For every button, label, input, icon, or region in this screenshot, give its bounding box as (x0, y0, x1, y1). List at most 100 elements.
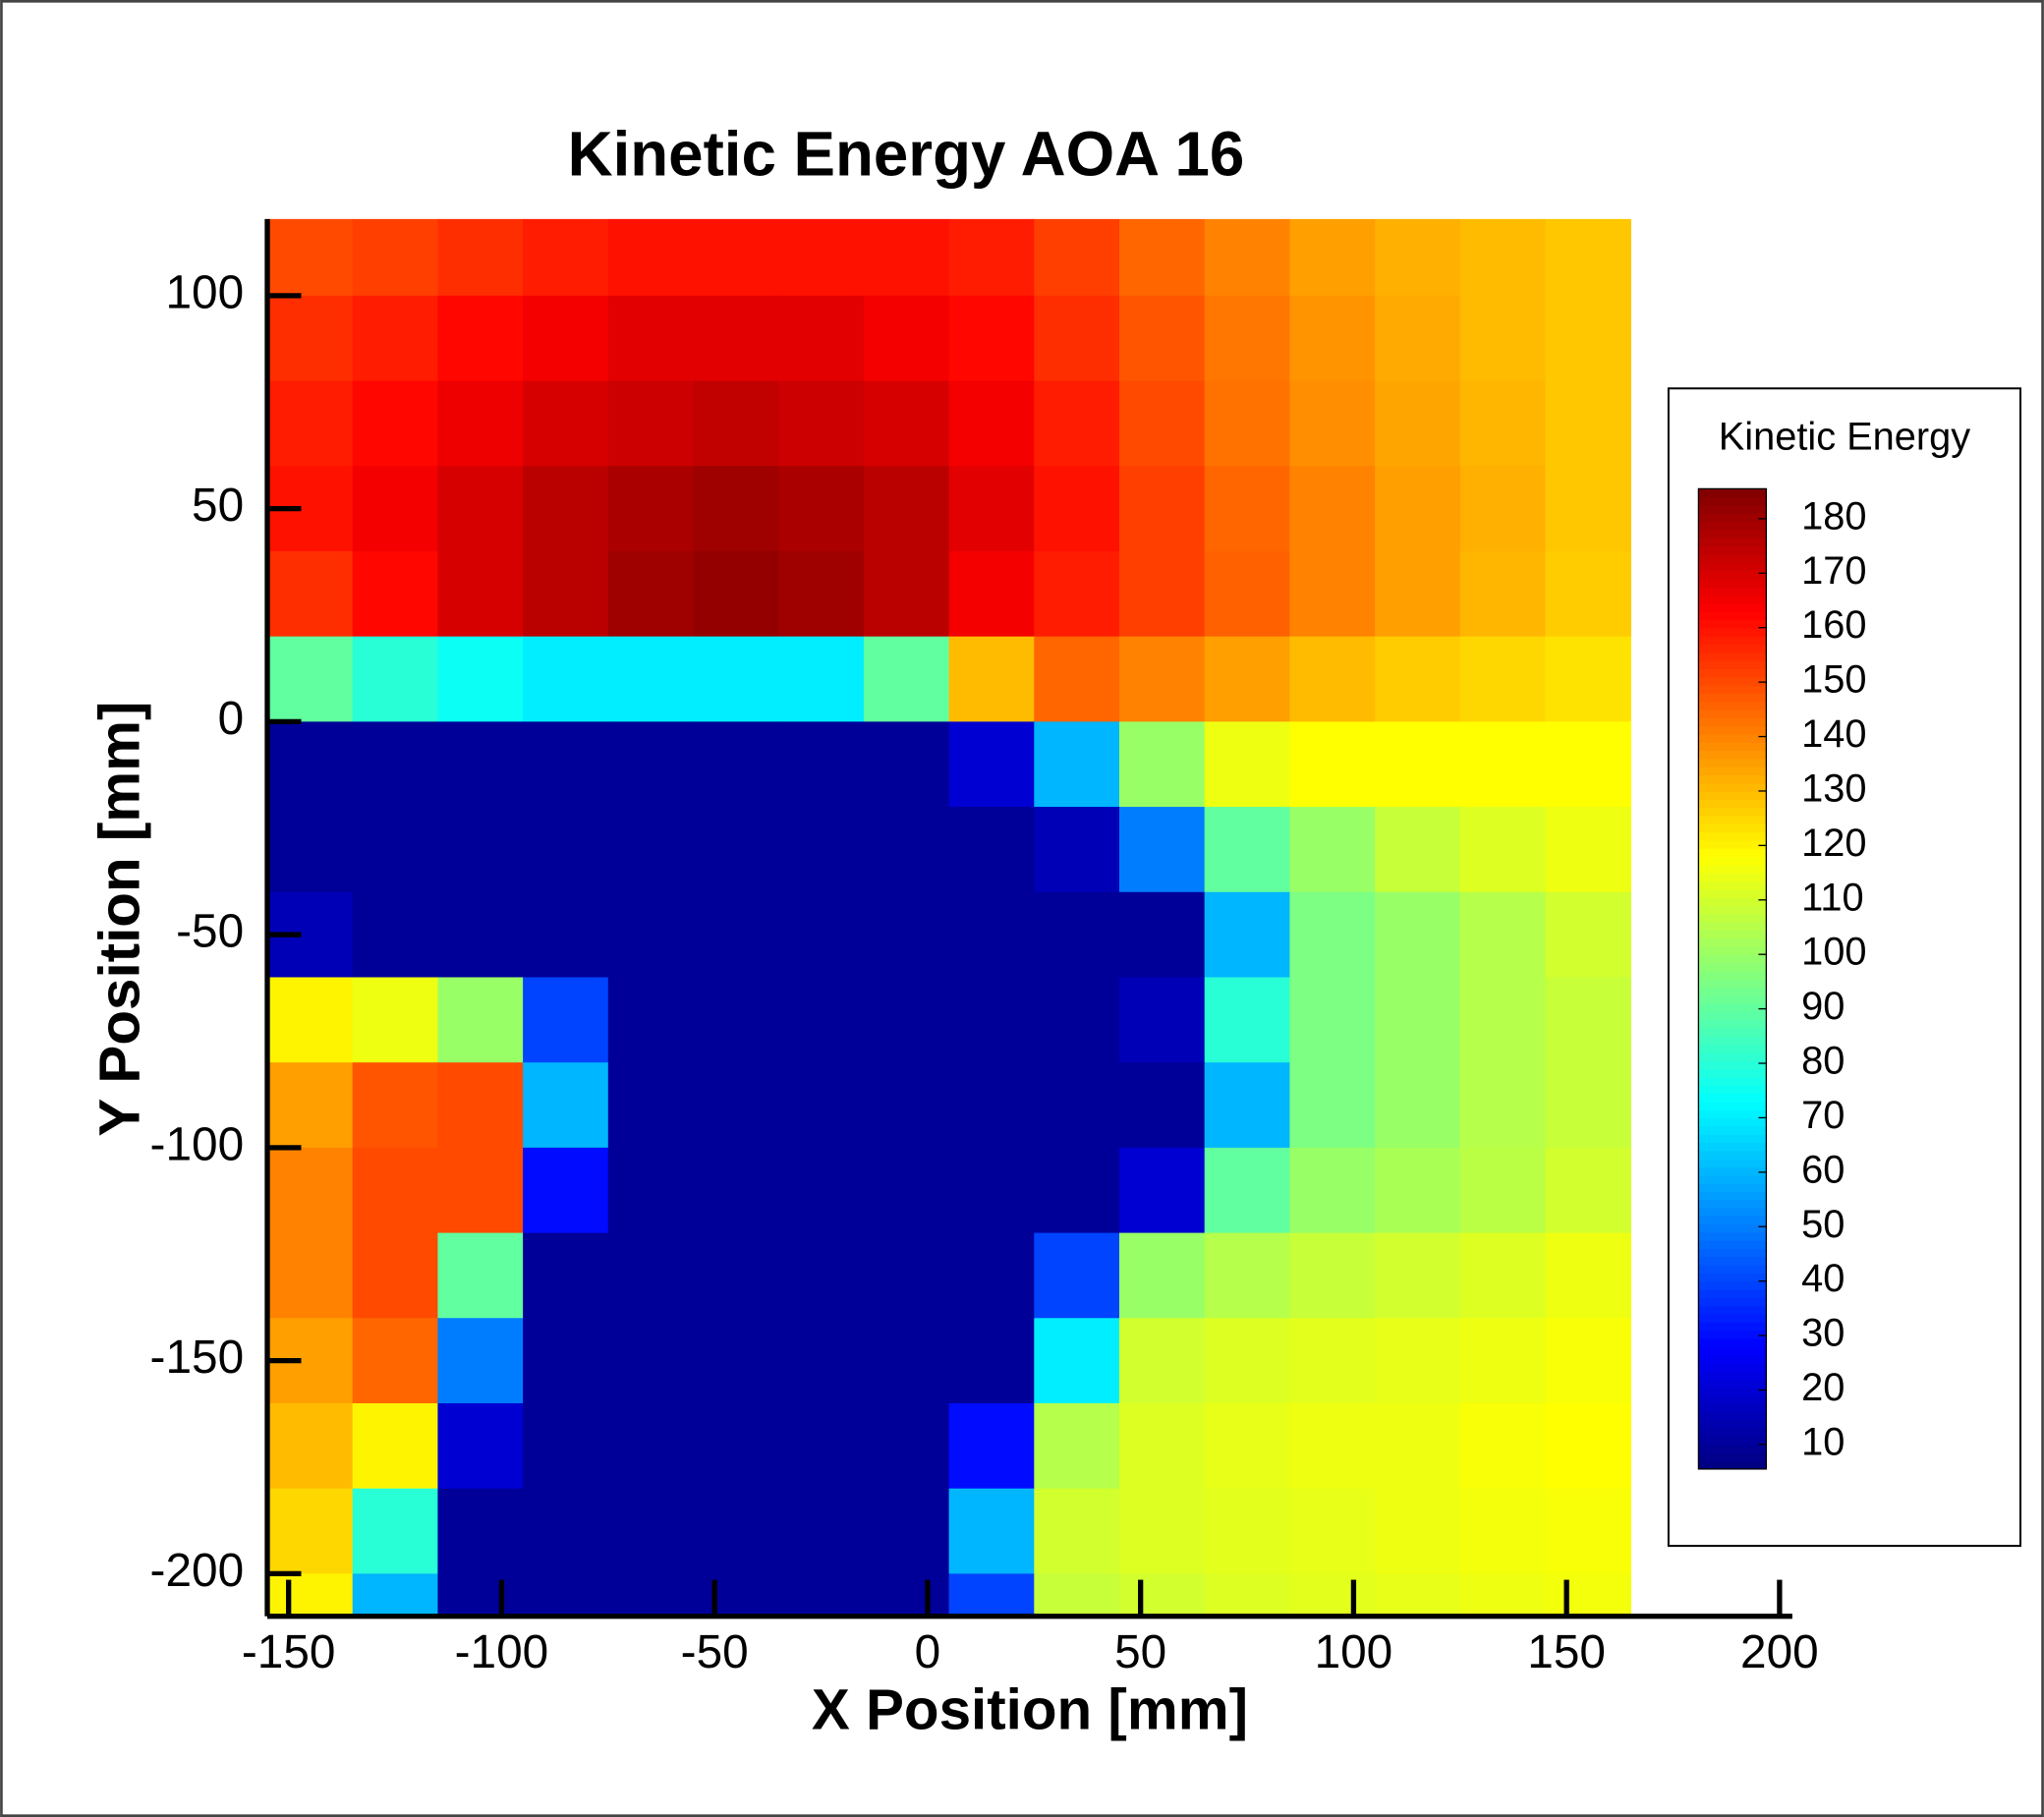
field-cell (1459, 550, 1547, 638)
field-cell (1459, 1062, 1547, 1149)
field-cell (437, 466, 524, 552)
field-cell (863, 1147, 950, 1234)
field-cell (523, 1318, 609, 1404)
colorbar-band (1698, 538, 1767, 547)
y-tick-label: 100 (165, 266, 244, 318)
field-cell (1204, 1573, 1291, 1617)
colorbar-band (1698, 1322, 1767, 1332)
colorbar-tick-label: 170 (1801, 549, 1866, 593)
field-cell (693, 1062, 779, 1149)
field-cell (1034, 380, 1120, 468)
field-cell (1545, 218, 1631, 297)
field-cell (352, 1147, 439, 1234)
y-tick-label: -150 (150, 1332, 245, 1384)
field-cell (1459, 218, 1547, 297)
field-cell (863, 466, 950, 552)
colorbar-band (1698, 1436, 1767, 1446)
field-cell (1545, 977, 1631, 1063)
field-cell (352, 636, 439, 723)
field-cell (693, 1573, 779, 1617)
field-cell (1375, 295, 1461, 382)
field-cell (1375, 807, 1461, 893)
colorbar-band (1698, 1011, 1767, 1021)
field-cell (1545, 1062, 1631, 1149)
field-cell (863, 295, 950, 382)
axes: -150 -100 -50 0 50 100 150 200 -200 -150 -100 -50 0 5… (150, 218, 1819, 1678)
colorbar-band (1698, 1027, 1767, 1037)
field-cell (1204, 1232, 1291, 1320)
field-cell (267, 636, 354, 723)
colorbar-band (1698, 1150, 1767, 1160)
colorbar-band (1698, 750, 1767, 760)
field-cell (1289, 550, 1376, 638)
colorbar-band (1698, 1395, 1767, 1405)
colorbar-band (1698, 562, 1767, 572)
field-cell (778, 1488, 865, 1575)
field-cell (1459, 1573, 1547, 1617)
x-tick-label: 200 (1740, 1626, 1819, 1678)
field-cell (1545, 295, 1631, 382)
y-tick-label: -50 (176, 906, 244, 958)
colorbar-band (1698, 1191, 1767, 1201)
colorbar-band (1698, 513, 1767, 523)
field-cell (1459, 380, 1547, 468)
field-cell (1034, 636, 1120, 723)
field-cell (1204, 977, 1291, 1063)
colorbar-band (1698, 815, 1767, 824)
field-cell (948, 721, 1036, 808)
colorbar-band (1698, 619, 1767, 629)
field-cell (778, 1573, 865, 1617)
field-cell (523, 550, 609, 638)
colorbar-band (1698, 930, 1767, 939)
colorbar-tick-label: 30 (1801, 1312, 1845, 1355)
colorbar-band (1698, 553, 1767, 563)
x-tick-label: -100 (455, 1626, 549, 1678)
field-cell (523, 1232, 609, 1320)
colorbar-band (1698, 1109, 1767, 1119)
colorbar-band (1698, 1346, 1767, 1356)
field-cell (267, 380, 354, 468)
colorbar-tick-label: 100 (1801, 931, 1866, 974)
field-cell (352, 295, 439, 382)
field-cell (1118, 891, 1206, 979)
field-cell (437, 1573, 524, 1617)
colorbar-band (1698, 659, 1767, 669)
field-cell (1375, 466, 1461, 552)
field-cell (1375, 721, 1461, 808)
colorbar-band (1698, 1019, 1767, 1029)
colorbar-band (1698, 1174, 1767, 1184)
y-tick-label: 50 (192, 480, 244, 532)
field-cell (693, 1488, 779, 1575)
field-cell (948, 1573, 1036, 1617)
colorbar-band (1698, 1093, 1767, 1103)
colorbar-band (1698, 1330, 1767, 1339)
field-cell (1375, 1318, 1461, 1404)
field-cell (437, 891, 524, 979)
colorbar-band (1698, 758, 1767, 767)
field-cell (1375, 891, 1461, 979)
field-cell (1459, 891, 1547, 979)
field-cell (1118, 1573, 1206, 1617)
field-cell (607, 550, 695, 638)
field-cell (693, 1318, 779, 1404)
colorbar-band (1698, 1265, 1767, 1275)
field-cell (1289, 721, 1376, 808)
field-cell (607, 1318, 695, 1404)
colorbar-band (1698, 1452, 1767, 1462)
colorbar-band (1698, 611, 1767, 621)
colorbar-band (1698, 1182, 1767, 1192)
field-cell (523, 807, 609, 893)
colorbar-band (1698, 505, 1767, 514)
field-cell (1375, 218, 1461, 297)
colorbar-band (1698, 1076, 1767, 1086)
colorbar-band (1698, 921, 1767, 931)
colorbar-band (1698, 1273, 1767, 1282)
field-cell (607, 380, 695, 468)
field-cell (778, 636, 865, 723)
colorbar-band (1698, 545, 1767, 555)
colorbar-band (1698, 693, 1767, 703)
field-cell (1204, 1318, 1291, 1404)
colorbar-tick-label: 50 (1801, 1203, 1845, 1246)
colorbar-band (1698, 1068, 1767, 1078)
colorbar-band (1698, 636, 1767, 645)
